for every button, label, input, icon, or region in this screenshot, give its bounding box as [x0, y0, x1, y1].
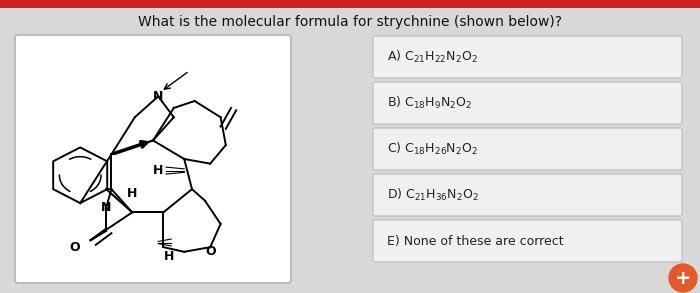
Text: H: H — [163, 250, 174, 263]
Text: B) C$_{18}$H$_9$N$_2$O$_2$: B) C$_{18}$H$_9$N$_2$O$_2$ — [387, 95, 472, 111]
FancyBboxPatch shape — [373, 220, 682, 262]
Text: H: H — [127, 187, 137, 200]
Text: H: H — [153, 164, 163, 177]
Text: What is the molecular formula for strychnine (shown below)?: What is the molecular formula for strych… — [138, 15, 562, 29]
Text: O: O — [70, 241, 80, 254]
Bar — [0, 0, 700, 8]
Text: N: N — [153, 90, 163, 103]
Text: +: + — [675, 268, 692, 287]
FancyBboxPatch shape — [373, 128, 682, 170]
FancyBboxPatch shape — [373, 36, 682, 78]
Text: D) C$_{21}$H$_{36}$N$_2$O$_2$: D) C$_{21}$H$_{36}$N$_2$O$_2$ — [387, 187, 479, 203]
Circle shape — [669, 264, 697, 292]
Text: N: N — [101, 201, 111, 214]
FancyBboxPatch shape — [373, 174, 682, 216]
Text: C) C$_{18}$H$_{26}$N$_2$O$_2$: C) C$_{18}$H$_{26}$N$_2$O$_2$ — [387, 141, 478, 157]
FancyBboxPatch shape — [15, 35, 291, 283]
Text: E) None of these are correct: E) None of these are correct — [387, 234, 564, 248]
FancyBboxPatch shape — [373, 82, 682, 124]
Text: A) C$_{21}$H$_{22}$N$_2$O$_2$: A) C$_{21}$H$_{22}$N$_2$O$_2$ — [387, 49, 477, 65]
Text: O: O — [205, 245, 216, 258]
